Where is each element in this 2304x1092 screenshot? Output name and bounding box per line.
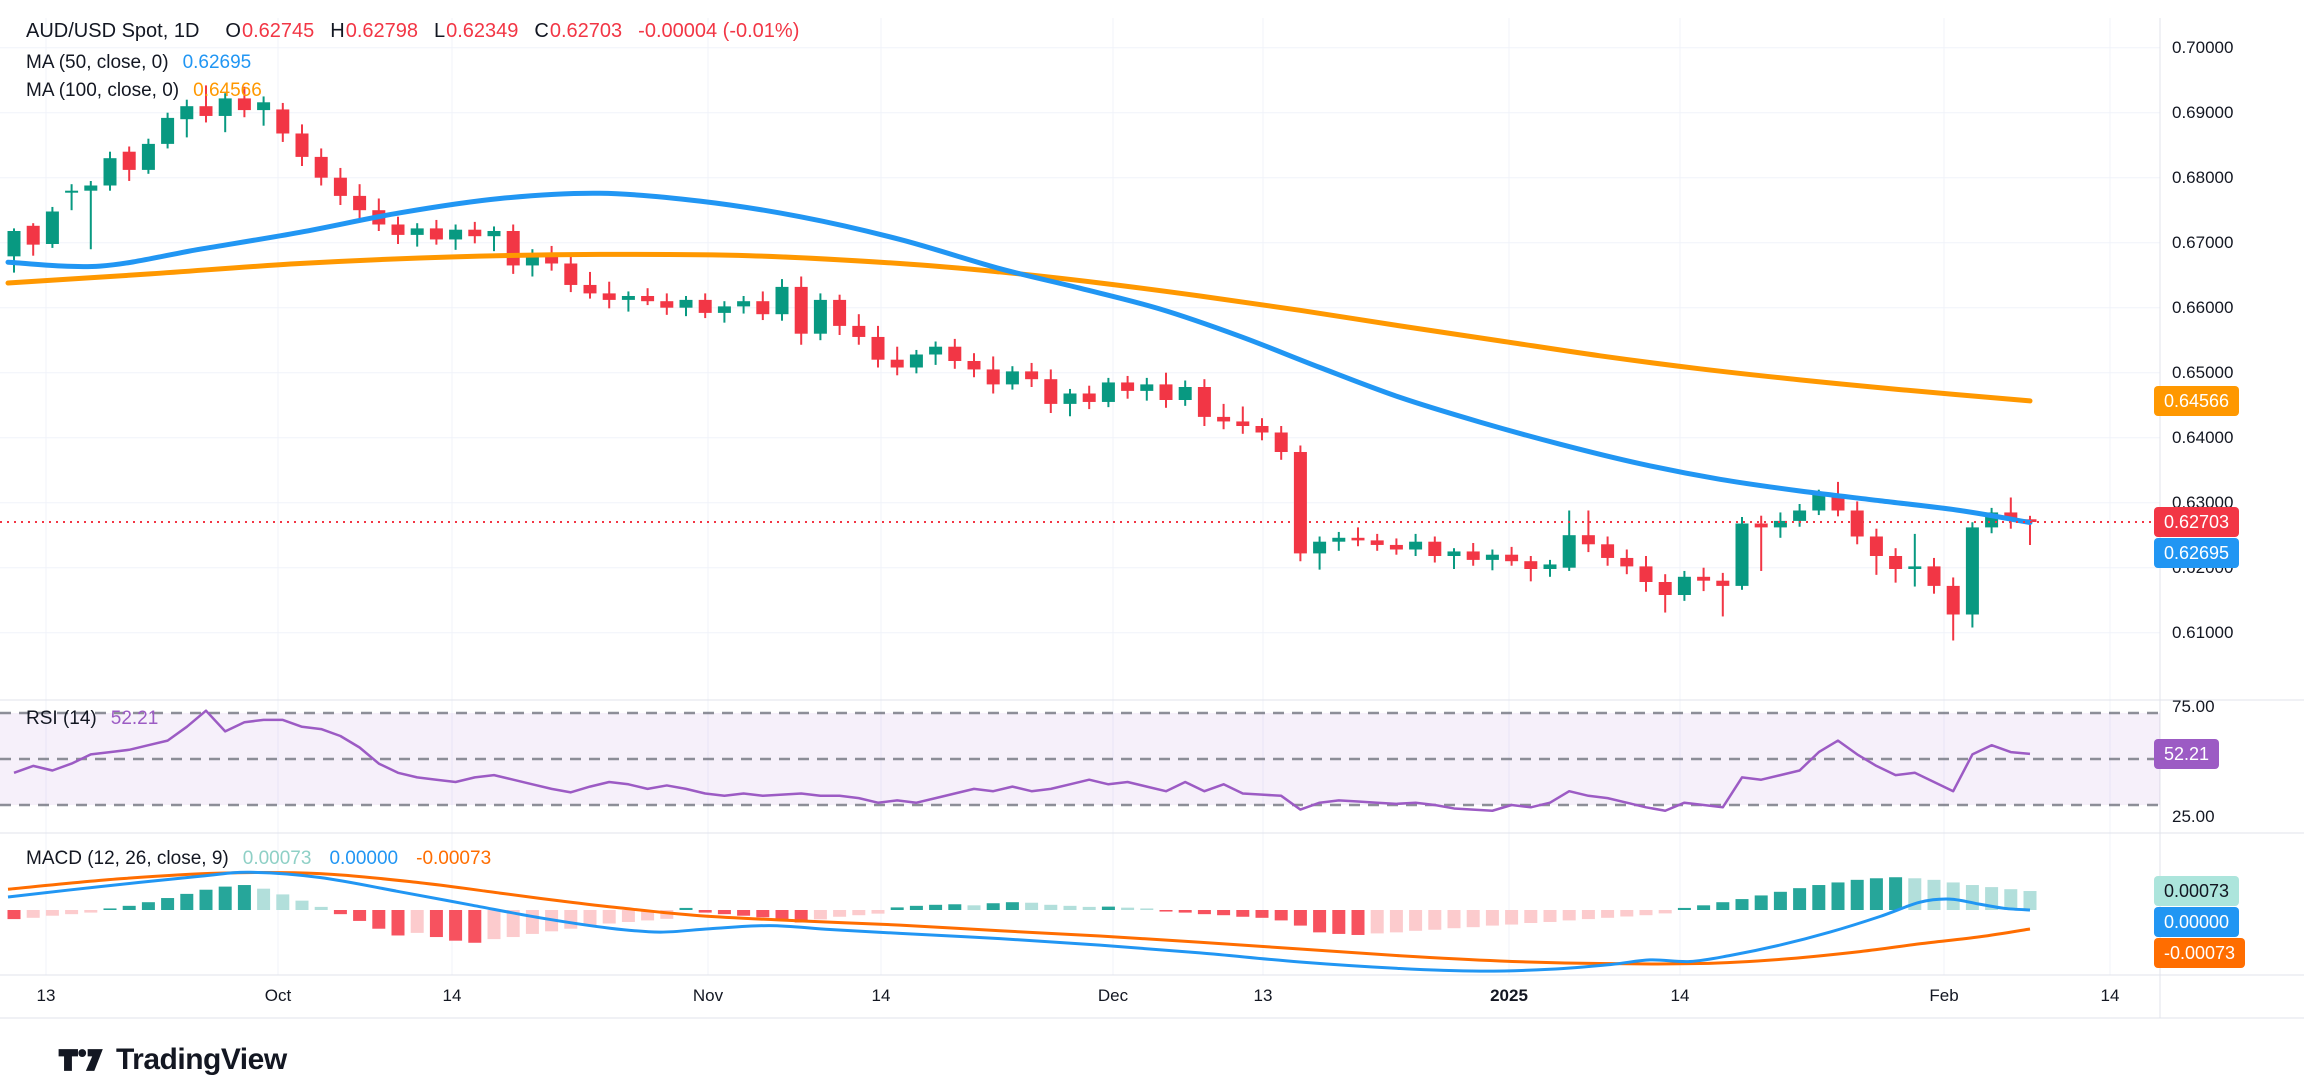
ma100-line: [5, 251, 2033, 404]
rsi-badge: 52.21: [2154, 738, 2220, 769]
time-tick-label: 14: [1670, 986, 1690, 1005]
close-value: 0.62703: [549, 20, 623, 42]
time-tick-label: 13: [36, 986, 56, 1005]
ma50-value: 0.62695: [182, 52, 252, 73]
high-label: H: [330, 20, 345, 42]
rsi-legend[interactable]: RSI (14) 52.21: [26, 708, 158, 730]
time-tick-label: 14: [442, 986, 462, 1005]
tradingview-logo-icon: [58, 1049, 103, 1071]
ma100-legend[interactable]: MA (100, close, 0) 0.64566: [26, 80, 262, 102]
candlestick-series: [7, 85, 2037, 641]
low-value: 0.62349: [446, 20, 519, 42]
high-value: 0.62798: [345, 20, 418, 42]
macd-line-value: 0.00000: [329, 848, 399, 869]
symbol-title: AUD/USD Spot, 1D: [26, 20, 200, 42]
time-tick-label: Oct: [264, 986, 292, 1005]
change-value: -0.00004 (-0.01%): [638, 20, 800, 42]
time-tick-label: 2025: [1490, 986, 1528, 1005]
macd-hist-value: 0.00073: [242, 848, 312, 869]
price-tick-label: 0.65000: [2172, 362, 2234, 382]
price-badge: 0.62703: [2154, 507, 2240, 537]
macd-line: [7, 870, 2031, 973]
time-tick-label: 13: [1253, 986, 1273, 1005]
rsi-label: RSI (14): [26, 708, 97, 729]
open-value: 0.62745: [241, 20, 315, 42]
rsi-value: 52.21: [110, 708, 159, 729]
time-tick-label: Nov: [692, 986, 724, 1005]
price-tick-label: 0.66000: [2172, 297, 2234, 317]
ma100-label: MA (100, close, 0): [26, 80, 180, 101]
time-tick-label: Feb: [1929, 986, 1959, 1005]
macd-histogram: [7, 877, 2037, 943]
time-tick-label: 14: [871, 986, 891, 1005]
tradingview-logo[interactable]: TradingView: [58, 1040, 287, 1080]
price-tick-label: 0.68000: [2172, 167, 2234, 187]
price-tick-label: 0.63000: [2172, 492, 2234, 512]
macd-badge: 0.00073: [2154, 876, 2240, 907]
symbol-legend[interactable]: AUD/USD Spot, 1D O 0.62745 H 0.62798 L 0…: [26, 20, 815, 43]
price-tick-label: 0.69000: [2172, 102, 2234, 122]
low-label: L: [434, 20, 446, 42]
macd-signal-value: -0.00073: [416, 848, 492, 869]
price-badge: 0.62695: [2154, 538, 2240, 568]
macd-label: MACD (12, 26, close, 9): [26, 848, 229, 869]
price-tick-label: 0.61000: [2172, 622, 2234, 642]
rsi-line: [13, 709, 2031, 812]
macd-signal-line: [7, 870, 2031, 966]
ma50-label: MA (50, close, 0): [26, 52, 169, 73]
rsi-tick-label: 25.00: [2172, 806, 2215, 826]
brand-name: TradingView: [116, 1043, 287, 1076]
open-label: O: [225, 20, 241, 42]
price-badge: 0.64566: [2154, 385, 2240, 416]
price-tick-label: 0.70000: [2172, 37, 2234, 57]
time-tick-label: Dec: [1097, 986, 1129, 1005]
rsi-band: [0, 713, 2160, 805]
macd-legend[interactable]: MACD (12, 26, close, 9) 0.00073 0.00000 …: [26, 848, 491, 870]
ma50-legend[interactable]: MA (50, close, 0) 0.62695: [26, 52, 251, 74]
rsi-tick-label: 75.00: [2172, 697, 2215, 716]
close-label: C: [534, 20, 549, 42]
macd-badge: -0.00073: [2154, 938, 2246, 969]
time-tick-label: 14: [2100, 986, 2120, 1005]
macd-badge: 0.00000: [2154, 907, 2240, 938]
ma100-value: 0.64566: [193, 80, 262, 101]
price-tick-label: 0.67000: [2172, 232, 2234, 252]
price-tick-label: 0.64000: [2172, 427, 2234, 447]
ma50-line: [5, 190, 2033, 526]
